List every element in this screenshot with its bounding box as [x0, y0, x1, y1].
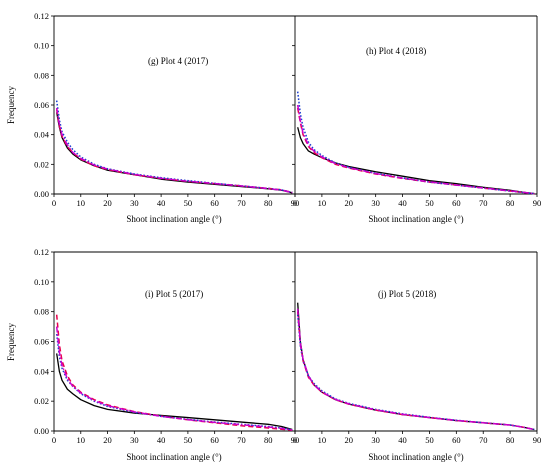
plot-area-j: 0 10 20 30 40 50 60 70 80 90: [292, 251, 542, 445]
x-tick-label: 20: [103, 435, 112, 445]
x-tick-label: 90: [533, 435, 542, 445]
y-tick-label: 0.02: [34, 159, 49, 169]
x-tick-label: 50: [425, 435, 434, 445]
y-tick-label: 0.04: [34, 130, 50, 140]
y-tick-label: 0.06: [34, 100, 49, 110]
x-tick-label: 60: [452, 435, 461, 445]
x-tick-label: 40: [398, 198, 407, 208]
x-tick-label: 10: [318, 198, 327, 208]
x-tick-label: 30: [371, 435, 380, 445]
panel-label-i: (i) Plot 5 (2017): [145, 289, 203, 299]
x-tick-label: 70: [479, 435, 488, 445]
y-tick-label: 0.10: [34, 41, 49, 51]
y-tick-label: 0.02: [34, 396, 49, 406]
x-tick-label: 50: [425, 198, 434, 208]
series-line-2: [296, 311, 535, 431]
chart-panel-i: (i) Plot 5 (2017) Shoot inclination angl…: [6, 289, 222, 462]
x-axis-title-j: Shoot inclination angle (°): [368, 452, 463, 462]
plot-area-g: 0 10 20 30 40 50 60 70 80 90 0.00 0.02 0.04 0.06 0.08 0…: [34, 11, 299, 208]
x-tick-label: 70: [479, 198, 488, 208]
x-tick-label: 0: [52, 198, 56, 208]
x-tick-label: 0: [52, 435, 56, 445]
x-tick-label: 50: [184, 435, 193, 445]
x-tick-label: 20: [103, 198, 112, 208]
y-tick-label: 0.06: [34, 337, 49, 347]
chart-panel-h: (h) Plot 4 (2018) Shoot inclination angl…: [366, 46, 464, 224]
x-tick-label: 90: [533, 198, 542, 208]
x-axis-title-i: Shoot inclination angle (°): [126, 452, 221, 462]
series-line-4: [55, 107, 293, 194]
series-line-1: [297, 302, 535, 431]
series-line-3: [55, 100, 293, 194]
x-axis-title-g: Shoot inclination angle (°): [126, 214, 221, 224]
x-tick-label: 0: [293, 435, 297, 445]
y-tick-label: 0.08: [34, 307, 49, 317]
x-tick-label: 20: [345, 435, 354, 445]
x-tick-label: 90: [291, 198, 300, 208]
series-line-1: [56, 112, 293, 194]
plot-area-h: 0 10 20 30 40 50 60 70 80 90: [292, 15, 542, 208]
x-tick-label: 80: [506, 435, 515, 445]
x-tick-label: 80: [264, 435, 273, 445]
x-axis-title-h: Shoot inclination angle (°): [368, 214, 463, 224]
series-line-4: [296, 308, 535, 431]
x-tick-label: 40: [398, 435, 407, 445]
x-tick-label: 40: [157, 198, 166, 208]
x-tick-label: 10: [318, 435, 327, 445]
panel-label-g: (g) Plot 4 (2017): [148, 56, 208, 66]
series-line-1: [297, 127, 535, 195]
x-tick-label: 70: [237, 198, 246, 208]
chart-panel-g: (g) Plot 4 (2017) Shoot inclination angl…: [6, 56, 222, 224]
chart-panel-j: (j) Plot 5 (2018) Shoot inclination angl…: [368, 289, 463, 462]
y-tick-label: 0.12: [34, 11, 49, 21]
x-tick-label: 40: [157, 435, 166, 445]
x-tick-label: 60: [210, 435, 219, 445]
y-tick-label: 0.04: [34, 366, 50, 376]
y-axis-title-top: Frequency: [6, 86, 16, 124]
plot-area-i: 0 10 20 30 40 50 60 70 80 90 0.00 0.02 0.04 0.06 0.08 0…: [34, 247, 299, 445]
x-tick-label: 80: [506, 198, 515, 208]
x-tick-label: 50: [184, 198, 193, 208]
x-tick-label: 10: [77, 435, 86, 445]
series-line-2: [55, 314, 293, 431]
y-tick-label: 0.08: [34, 70, 49, 80]
y-axis-title-bottom: Frequency: [6, 323, 16, 361]
x-tick-label: 10: [77, 198, 86, 208]
x-tick-label: 70: [237, 435, 246, 445]
x-tick-label: 30: [371, 198, 380, 208]
panel-label-h: (h) Plot 4 (2018): [366, 46, 426, 56]
series-line-3: [55, 333, 293, 431]
series-line-4: [296, 104, 535, 195]
y-tick-label: 0.00: [34, 426, 49, 436]
series-line-2: [296, 107, 535, 195]
x-tick-label: 30: [130, 435, 139, 445]
series-line-4: [55, 326, 293, 431]
x-tick-label: 20: [345, 198, 354, 208]
panel-label-j: (j) Plot 5 (2018): [378, 289, 436, 299]
y-tick-label: 0.10: [34, 277, 49, 287]
y-tick-label: 0.12: [34, 247, 49, 257]
y-tick-label: 0.00: [34, 189, 49, 199]
series-line-3: [296, 314, 535, 431]
x-tick-label: 60: [452, 198, 461, 208]
x-tick-label: 90: [291, 435, 300, 445]
x-tick-label: 80: [264, 198, 273, 208]
series-line-1: [56, 353, 293, 431]
x-tick-label: 0: [293, 198, 297, 208]
x-tick-label: 30: [130, 198, 139, 208]
x-tick-label: 60: [210, 198, 219, 208]
